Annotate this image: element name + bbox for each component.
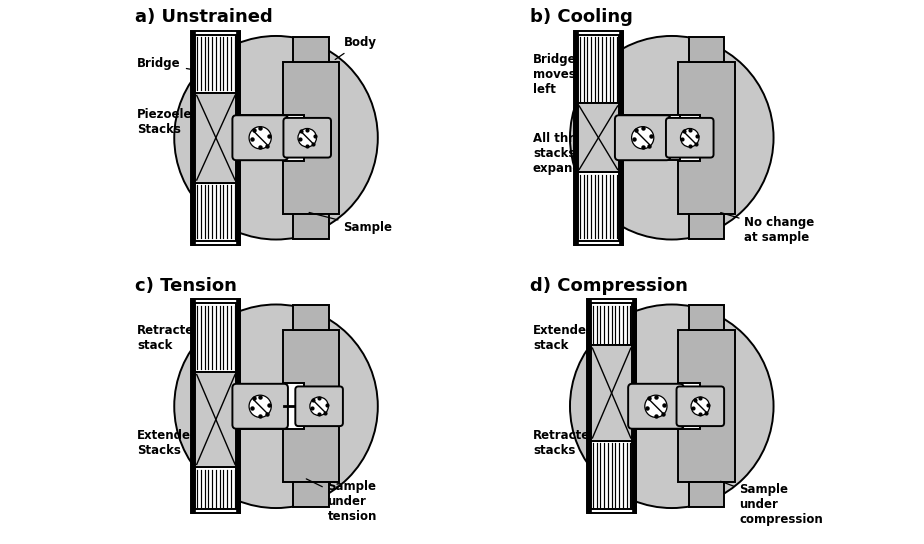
Bar [240, 384, 284, 429]
Bar [678, 61, 736, 214]
Bar [191, 30, 195, 245]
Text: Extended
stack: Extended stack [533, 324, 613, 351]
Bar [689, 483, 724, 508]
Bar [191, 299, 240, 514]
Bar [623, 115, 680, 160]
Bar [195, 93, 237, 183]
Bar [591, 345, 632, 441]
FancyBboxPatch shape [676, 386, 724, 426]
Bar [678, 330, 736, 483]
Bar [574, 30, 578, 245]
Circle shape [249, 127, 272, 149]
Circle shape [298, 128, 317, 147]
Bar [587, 299, 636, 514]
Bar [689, 214, 724, 239]
Text: Body: Body [335, 36, 376, 59]
Text: Sample
under
compression: Sample under compression [721, 481, 823, 526]
Circle shape [645, 395, 667, 417]
Bar [195, 467, 237, 509]
Text: No change
at sample: No change at sample [721, 213, 815, 244]
Text: Piezoelectric
Stacks: Piezoelectric Stacks [138, 108, 230, 157]
FancyBboxPatch shape [233, 115, 288, 160]
Circle shape [570, 305, 773, 508]
Text: b) Cooling: b) Cooling [530, 8, 633, 26]
FancyBboxPatch shape [628, 384, 684, 429]
Bar [195, 183, 237, 241]
FancyBboxPatch shape [284, 118, 331, 158]
Bar [636, 384, 680, 429]
Bar [678, 115, 700, 161]
Bar [689, 305, 724, 330]
Bar [294, 305, 329, 330]
Text: Sample
under
tension: Sample under tension [306, 479, 377, 523]
Bar [587, 299, 591, 514]
FancyBboxPatch shape [233, 384, 288, 429]
Bar [240, 115, 284, 160]
Bar [195, 372, 237, 467]
Bar [689, 36, 724, 61]
Bar [191, 299, 195, 514]
Bar [678, 383, 700, 429]
Text: Retracted
stack: Retracted stack [138, 324, 216, 351]
Bar [632, 299, 636, 514]
Bar [591, 303, 632, 345]
Bar [195, 35, 237, 93]
Bar [619, 30, 623, 245]
FancyBboxPatch shape [615, 115, 671, 160]
Bar [294, 36, 329, 61]
Text: Sample: Sample [310, 213, 393, 234]
Bar [283, 61, 339, 214]
Circle shape [632, 127, 654, 149]
Text: a) Unstrained: a) Unstrained [135, 8, 273, 26]
Bar [294, 483, 329, 508]
Circle shape [249, 395, 272, 417]
Circle shape [691, 397, 710, 416]
Text: d) Compression: d) Compression [530, 277, 688, 295]
Bar [191, 30, 240, 245]
Bar [591, 441, 632, 509]
Bar [578, 172, 619, 241]
FancyBboxPatch shape [666, 118, 713, 158]
Bar [195, 303, 237, 372]
Text: All three
stacks
expand: All three stacks expand [533, 132, 628, 175]
Text: Bridge: Bridge [138, 57, 216, 74]
Circle shape [570, 36, 773, 239]
Text: c) Tension: c) Tension [135, 277, 237, 295]
Bar [294, 214, 329, 239]
Text: Extended
Stacks: Extended Stacks [138, 429, 230, 458]
Circle shape [680, 128, 699, 147]
Bar [578, 35, 619, 103]
Bar [237, 30, 240, 245]
FancyBboxPatch shape [296, 386, 343, 426]
Bar [283, 330, 339, 483]
Circle shape [310, 397, 328, 416]
Bar [578, 103, 619, 172]
Bar [283, 115, 304, 161]
Text: Bridge
moves
left: Bridge moves left [533, 53, 596, 96]
Bar [237, 299, 240, 514]
Bar [283, 383, 304, 429]
Bar [574, 30, 623, 245]
Text: Retracted
stacks: Retracted stacks [533, 429, 626, 458]
Circle shape [175, 305, 378, 508]
Circle shape [175, 36, 378, 239]
